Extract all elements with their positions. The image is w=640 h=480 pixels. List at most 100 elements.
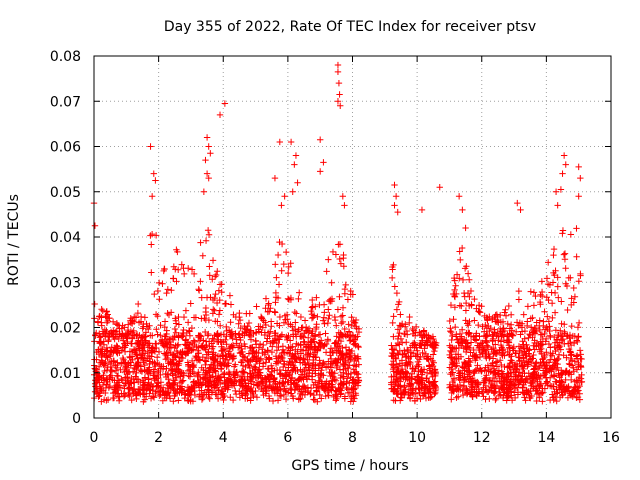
data-point bbox=[475, 302, 483, 309]
data-point bbox=[148, 241, 155, 248]
data-point bbox=[331, 316, 339, 324]
data-point bbox=[238, 359, 245, 366]
data-point bbox=[492, 396, 499, 404]
data-point bbox=[308, 304, 316, 311]
data-point bbox=[430, 381, 438, 388]
data-point bbox=[268, 385, 275, 392]
data-point bbox=[311, 396, 319, 404]
x-tick-label: 12 bbox=[473, 430, 491, 446]
data-point bbox=[239, 383, 246, 390]
data-point bbox=[130, 327, 137, 335]
data-point bbox=[238, 368, 246, 375]
data-point bbox=[508, 331, 515, 338]
data-point bbox=[263, 338, 270, 345]
data-point bbox=[202, 304, 210, 312]
data-point bbox=[126, 348, 134, 355]
data-point bbox=[473, 389, 480, 396]
data-point bbox=[175, 313, 182, 321]
data-point bbox=[280, 358, 288, 365]
data-point bbox=[339, 318, 347, 326]
data-point bbox=[574, 387, 581, 394]
data-point bbox=[289, 392, 296, 400]
data-point bbox=[515, 322, 522, 329]
data-point bbox=[195, 286, 202, 293]
data-point bbox=[392, 355, 400, 362]
data-point bbox=[148, 193, 156, 200]
data-point bbox=[275, 343, 282, 351]
data-point bbox=[292, 355, 300, 362]
data-point bbox=[171, 392, 178, 400]
data-point bbox=[230, 311, 237, 318]
data-point bbox=[301, 329, 308, 337]
data-point bbox=[136, 347, 143, 355]
data-point bbox=[299, 332, 306, 340]
data-point bbox=[463, 366, 470, 374]
data-point bbox=[388, 342, 395, 349]
data-point bbox=[544, 325, 551, 333]
data-point bbox=[476, 309, 484, 316]
data-point bbox=[203, 170, 211, 177]
data-point bbox=[529, 334, 536, 341]
data-point bbox=[147, 143, 154, 150]
data-point bbox=[220, 396, 227, 404]
data-point bbox=[545, 318, 553, 325]
data-point bbox=[411, 397, 419, 405]
data-point bbox=[528, 379, 536, 386]
data-point bbox=[486, 353, 494, 361]
data-point bbox=[565, 360, 573, 367]
data-point bbox=[498, 361, 505, 369]
data-point bbox=[251, 352, 258, 360]
data-point bbox=[318, 395, 325, 402]
data-point bbox=[226, 370, 234, 378]
data-point bbox=[412, 323, 420, 331]
data-point bbox=[186, 366, 193, 374]
data-point bbox=[558, 378, 565, 385]
data-point bbox=[482, 333, 489, 340]
data-point bbox=[332, 251, 340, 258]
data-point bbox=[487, 324, 494, 332]
data-point bbox=[159, 388, 166, 395]
data-point bbox=[471, 369, 478, 377]
data-point bbox=[428, 342, 435, 349]
data-point bbox=[211, 307, 218, 314]
data-point bbox=[273, 347, 281, 354]
data-point bbox=[548, 383, 555, 390]
data-point bbox=[242, 389, 249, 397]
data-point bbox=[102, 353, 110, 360]
data-point bbox=[339, 312, 346, 319]
data-point bbox=[352, 323, 360, 330]
data-point bbox=[458, 326, 466, 333]
data-point bbox=[319, 360, 326, 368]
data-point bbox=[282, 388, 289, 395]
data-point bbox=[227, 376, 235, 383]
data-point bbox=[520, 311, 527, 318]
data-point bbox=[175, 321, 183, 328]
data-point bbox=[475, 321, 482, 329]
data-point bbox=[160, 267, 167, 275]
y-tick-label: 0.08 bbox=[50, 49, 81, 65]
data-point bbox=[446, 317, 453, 325]
data-point bbox=[297, 313, 305, 321]
data-point bbox=[525, 350, 532, 357]
data-point bbox=[455, 351, 462, 358]
data-point bbox=[198, 396, 206, 403]
data-point bbox=[192, 352, 199, 360]
data-point bbox=[351, 395, 358, 402]
data-point bbox=[268, 348, 276, 356]
data-point bbox=[522, 397, 529, 404]
data-point bbox=[451, 286, 458, 294]
data-point bbox=[110, 394, 118, 402]
data-point bbox=[332, 339, 340, 347]
data-point bbox=[282, 387, 290, 395]
data-point bbox=[314, 313, 321, 320]
data-point bbox=[482, 364, 489, 371]
data-point bbox=[325, 256, 332, 263]
data-point bbox=[191, 338, 199, 346]
data-point bbox=[271, 389, 279, 397]
data-point bbox=[350, 341, 358, 348]
data-point bbox=[106, 333, 113, 341]
data-point bbox=[218, 386, 225, 394]
data-point bbox=[564, 340, 572, 347]
data-point bbox=[228, 328, 236, 335]
